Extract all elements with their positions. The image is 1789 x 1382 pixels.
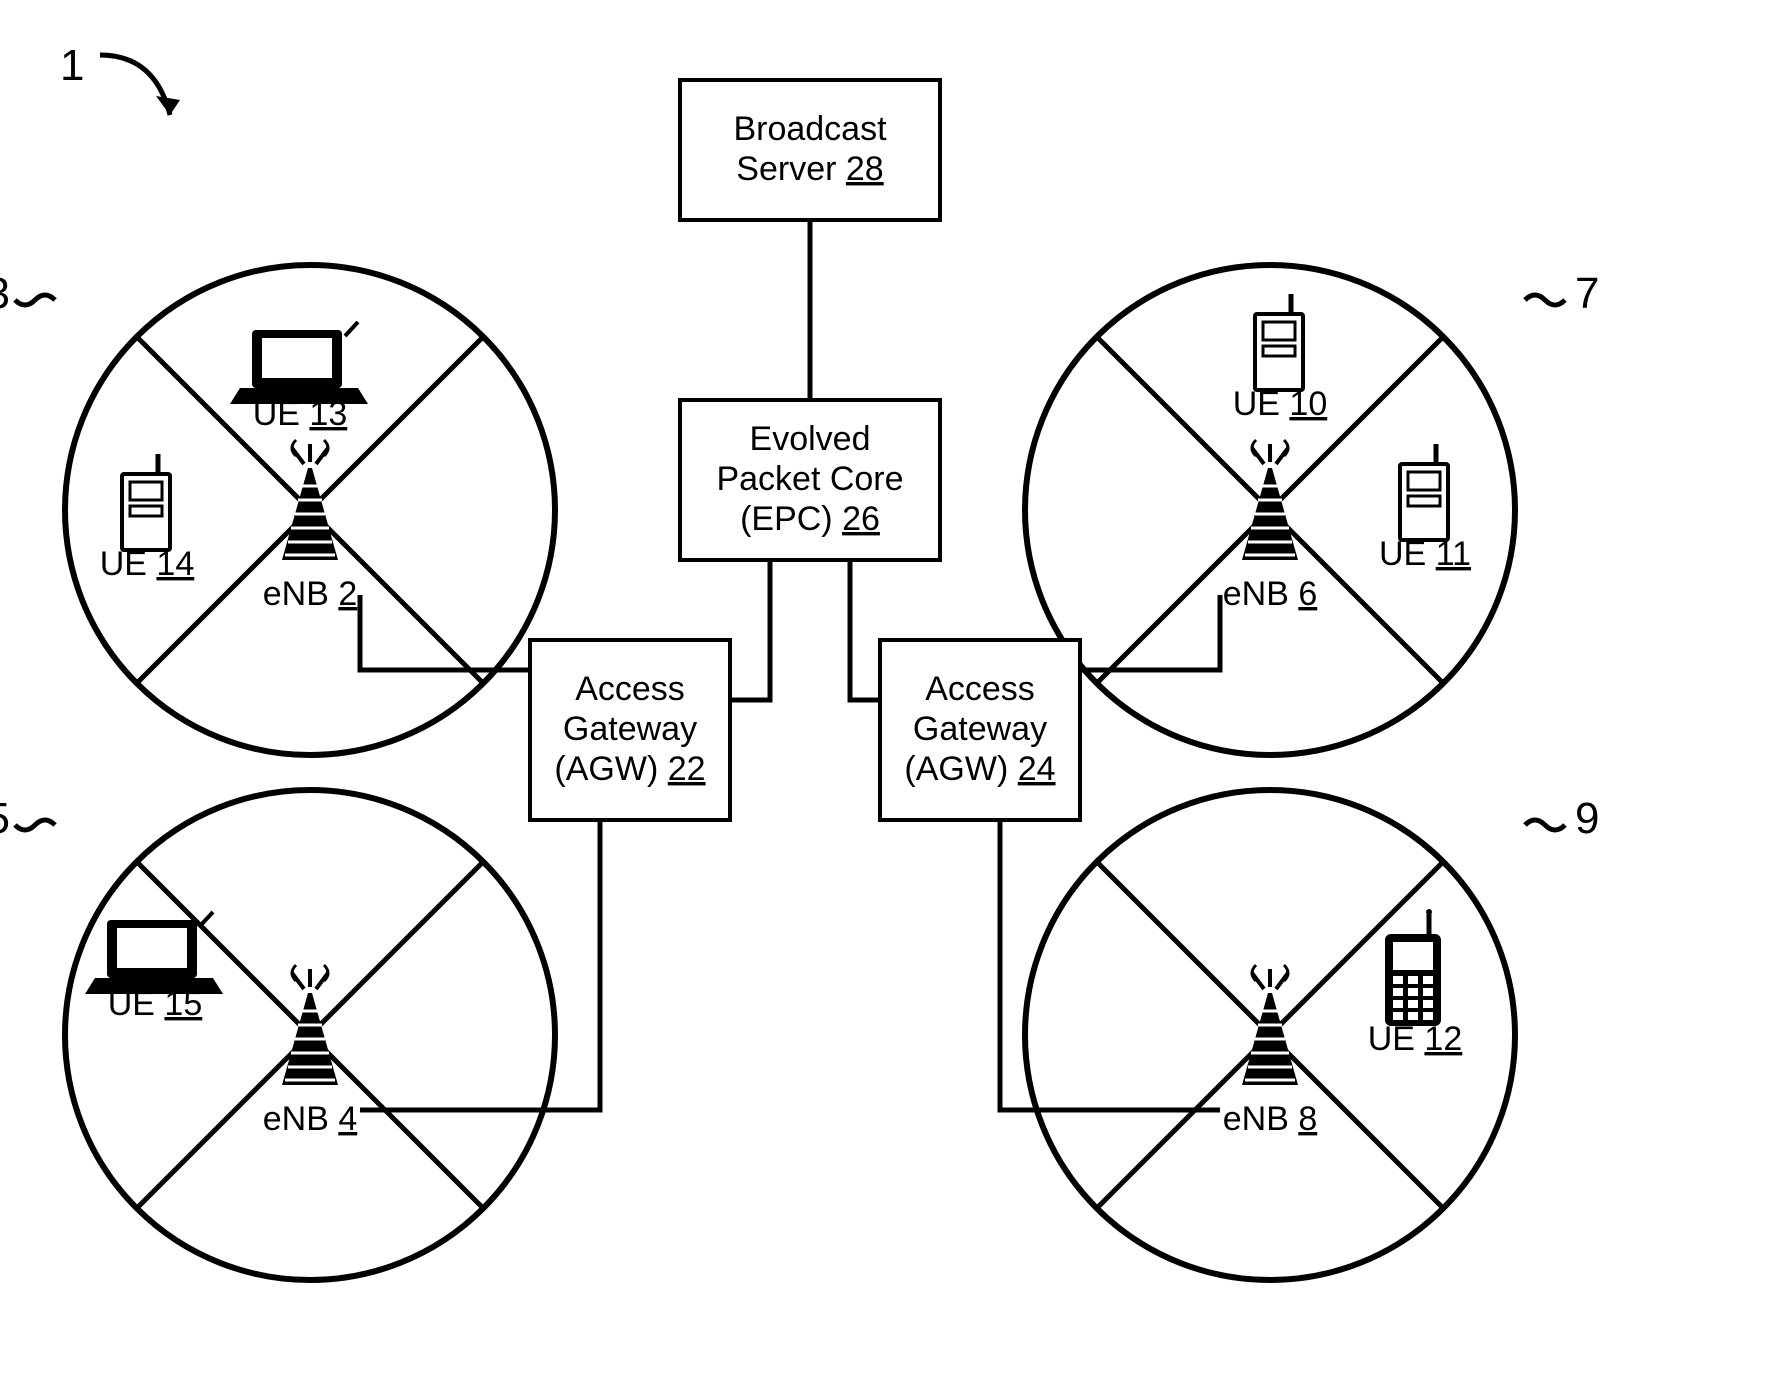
box-epc-ref: (EPC) 26 bbox=[740, 500, 880, 538]
enb-tower-icon bbox=[1242, 440, 1298, 560]
box-agw_left-line0: Access bbox=[575, 670, 685, 708]
ue-label: UE 14 bbox=[100, 545, 195, 583]
ue-laptop-solid-icon bbox=[230, 322, 368, 404]
cell-3: 3 eNB 2 UE 13 UE 14 bbox=[0, 265, 555, 755]
cell-9-ref: 9 bbox=[1575, 794, 1599, 843]
box-epc: EvolvedPacket Core(EPC) 26 bbox=[680, 400, 940, 560]
enb-label: eNB 6 bbox=[1223, 575, 1318, 613]
box-epc-line0: Evolved bbox=[750, 420, 871, 458]
ue-label: UE 11 bbox=[1379, 535, 1471, 573]
box-broadcast-line0: Broadcast bbox=[733, 110, 887, 148]
ue-phone-outline-icon bbox=[122, 454, 170, 550]
box-agw_right-line1: Gateway bbox=[913, 710, 1047, 748]
box-agw_left-line1: Gateway bbox=[563, 710, 697, 748]
ue-label: UE 13 bbox=[253, 395, 348, 433]
box-epc-line1: Packet Core bbox=[716, 460, 903, 498]
box-agw_right: AccessGateway(AGW) 24 bbox=[880, 640, 1080, 820]
link-epc-agw_left bbox=[730, 560, 770, 700]
cell-5-ref: 5 bbox=[0, 794, 10, 843]
cell-9-lead bbox=[1525, 820, 1565, 830]
ue-phone-outline-icon bbox=[1255, 294, 1303, 390]
cell-5-lead bbox=[15, 820, 55, 830]
cell-9: 9 eNB 8 UE 12 bbox=[1025, 790, 1599, 1280]
box-agw_right-ref: (AGW) 24 bbox=[904, 750, 1055, 788]
enb-tower-icon bbox=[1242, 965, 1298, 1085]
enb-label: eNB 2 bbox=[263, 575, 358, 613]
cell-7: 7 eNB 6 UE 10 UE 11 bbox=[1025, 265, 1599, 755]
ue-label: UE 15 bbox=[108, 985, 203, 1023]
enb-label: eNB 4 bbox=[263, 1100, 358, 1138]
cell-7-lead bbox=[1525, 295, 1565, 305]
figure-ref-label: 1 bbox=[60, 41, 84, 90]
ue-laptop-solid-icon bbox=[85, 912, 223, 994]
figure-ref-arrowhead bbox=[156, 96, 180, 115]
ue-phone-solid-icon bbox=[1385, 909, 1441, 1026]
cell-5: 5 eNB 4 UE 15 bbox=[0, 790, 555, 1280]
cell-7-ref: 7 bbox=[1575, 269, 1599, 318]
box-agw_left: AccessGateway(AGW) 22 bbox=[530, 640, 730, 820]
box-broadcast-ref: Server 28 bbox=[736, 150, 883, 188]
enb-tower-icon bbox=[282, 440, 338, 560]
box-agw_right-line0: Access bbox=[925, 670, 1035, 708]
ue-label: UE 12 bbox=[1368, 1020, 1463, 1058]
figure-ref-arrow bbox=[100, 55, 170, 115]
ue-label: UE 10 bbox=[1233, 385, 1328, 423]
box-broadcast: BroadcastServer 28 bbox=[680, 80, 940, 220]
enb-tower-icon bbox=[282, 965, 338, 1085]
enb-label: eNB 8 bbox=[1223, 1100, 1318, 1138]
link-epc-agw_right bbox=[850, 560, 880, 700]
ue-phone-outline-icon bbox=[1400, 444, 1448, 540]
box-agw_left-ref: (AGW) 22 bbox=[554, 750, 705, 788]
cell-3-lead bbox=[15, 295, 55, 305]
cell-3-ref: 3 bbox=[0, 269, 10, 318]
